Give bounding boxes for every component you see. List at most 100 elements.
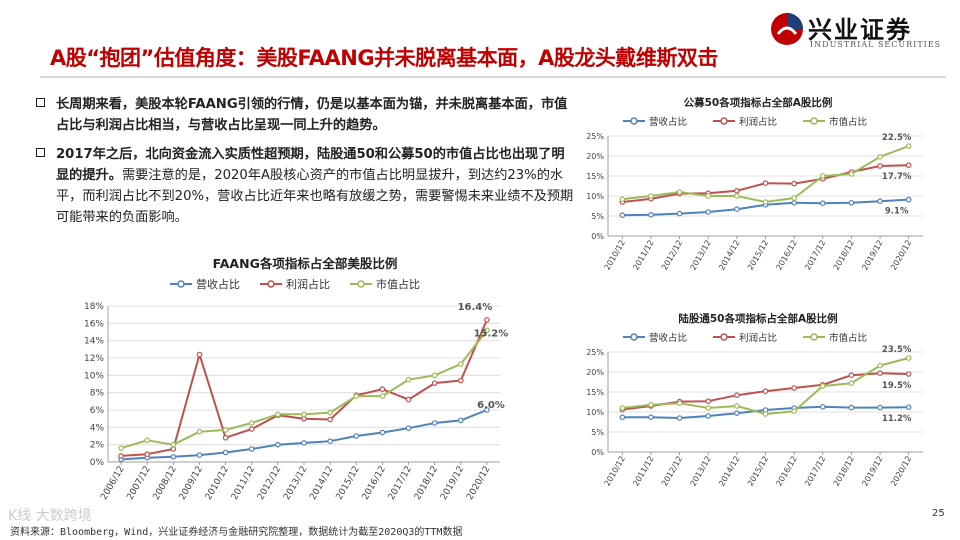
legend-label: 营收占比 (196, 277, 240, 291)
data-point (877, 198, 883, 205)
data-point (196, 452, 203, 458)
data-point (379, 386, 386, 393)
y-tick-label: 16% (84, 319, 104, 329)
data-point (327, 438, 333, 445)
legend-circle-marker (357, 280, 365, 288)
x-tick-label: 2016/12 (774, 239, 798, 272)
data-point (705, 405, 712, 411)
x-tick-label: 2018/12 (832, 455, 856, 488)
data-point (170, 454, 177, 460)
end-value-label: 11.2% (882, 414, 912, 424)
data-point (248, 446, 255, 452)
data-point (676, 210, 683, 217)
x-tick-label: 2016/12 (774, 455, 798, 488)
data-point (905, 196, 912, 203)
y-tick-label: 5% (591, 428, 604, 437)
data-point (353, 433, 360, 439)
end-value-label: 23.5% (882, 345, 912, 355)
data-point (905, 143, 912, 149)
legend-circle-marker (810, 117, 818, 125)
data-point (676, 415, 683, 421)
x-tick-label: 2014/12 (308, 465, 335, 502)
y-tick-label: 20% (586, 368, 604, 377)
legend-circle-marker (630, 117, 638, 125)
end-value-label: 22.5% (882, 133, 912, 143)
data-source-note: 资料来源：Bloomberg，Wind，兴业证券经济与金融研究院整理，数据统计为… (10, 527, 463, 538)
data-point (484, 317, 490, 323)
data-point (484, 407, 490, 413)
data-point (648, 193, 654, 199)
end-value-label: 9.1% (885, 207, 909, 217)
end-value-label: 16.4% (458, 302, 493, 313)
y-tick-label: 20% (586, 152, 604, 161)
x-tick-label: 2017/12 (803, 455, 827, 488)
legend-label: 利润占比 (286, 277, 330, 291)
x-tick-label: 2007/12 (125, 465, 152, 502)
data-point (405, 396, 412, 403)
chart-title: 公募50各项指标占全部A股比例 (684, 96, 833, 109)
y-tick-label: 6% (90, 406, 105, 416)
data-point (762, 199, 769, 205)
y-tick-label: 2% (90, 441, 105, 451)
data-point (144, 437, 151, 444)
data-point (905, 371, 912, 377)
x-tick-label: 2019/12 (860, 239, 884, 272)
data-point (705, 193, 712, 199)
x-tick-label: 2018/12 (413, 465, 440, 502)
data-point (144, 451, 151, 458)
data-point (648, 414, 654, 421)
company-logo: 兴业证券 INDUSTRIAL SECURITIES (770, 10, 950, 52)
y-tick-label: 15% (586, 172, 604, 181)
legend-circle-marker (630, 333, 638, 341)
bullet-2-text: 需要注意的是，2020年A股核心资产的市值占比明显拔升，到达约23%的水平，而利… (56, 168, 574, 225)
x-tick-label: 2020/12 (465, 465, 492, 502)
legend-circle-marker (267, 280, 275, 288)
data-point (848, 404, 855, 411)
data-point (905, 162, 912, 169)
x-tick-label: 2014/12 (717, 239, 741, 272)
y-tick-label: 0% (90, 458, 105, 468)
x-tick-label: 2017/12 (803, 238, 827, 271)
x-tick-label: 2011/12 (631, 239, 655, 272)
data-point (275, 441, 281, 448)
x-tick-label: 2020/12 (889, 239, 913, 272)
data-point (619, 196, 626, 203)
hollow-square-bullet-icon (36, 148, 45, 157)
x-tick-label: 2018/12 (832, 239, 856, 272)
x-tick-label: 2012/12 (256, 465, 283, 502)
data-point (196, 351, 203, 358)
data-point (301, 411, 307, 418)
x-tick-label: 2019/12 (439, 465, 466, 502)
legend-circle-marker (177, 280, 185, 288)
data-point (118, 445, 124, 451)
data-point (762, 411, 769, 417)
title-divider (40, 76, 946, 78)
data-point (819, 383, 826, 389)
data-point (791, 200, 797, 206)
data-point (676, 400, 683, 407)
y-tick-label: 5% (591, 212, 604, 221)
y-tick-label: 4% (90, 423, 105, 433)
data-point (248, 420, 255, 426)
data-point (170, 441, 177, 448)
data-point (705, 398, 712, 405)
data-point (619, 414, 626, 421)
data-point (379, 429, 386, 436)
data-point (848, 372, 855, 379)
data-point (705, 209, 712, 215)
x-tick-label: 2014/12 (717, 455, 741, 488)
x-tick-label: 2008/12 (152, 465, 179, 502)
chart-title: 陆股通50各项指标占全部A股比例 (678, 312, 837, 325)
page-number: 25 (932, 508, 945, 519)
data-point (791, 385, 797, 391)
data-point (791, 408, 797, 415)
y-tick-label: 0% (591, 232, 604, 241)
bullet-1-bold-text: 长周期来看，美股本轮FAANG引领的行情，仍是以基本面为锚，并未脱离基本面，市值… (56, 97, 568, 133)
data-point (619, 212, 626, 219)
x-tick-label: 2010/12 (603, 455, 627, 488)
end-value-label: 17.7% (882, 172, 912, 182)
data-point (457, 361, 464, 367)
bullet-point-2: 2017年之后，北向资金流入实质性超预期，陆股通50和公募50的市值占比也出现了… (36, 144, 576, 228)
